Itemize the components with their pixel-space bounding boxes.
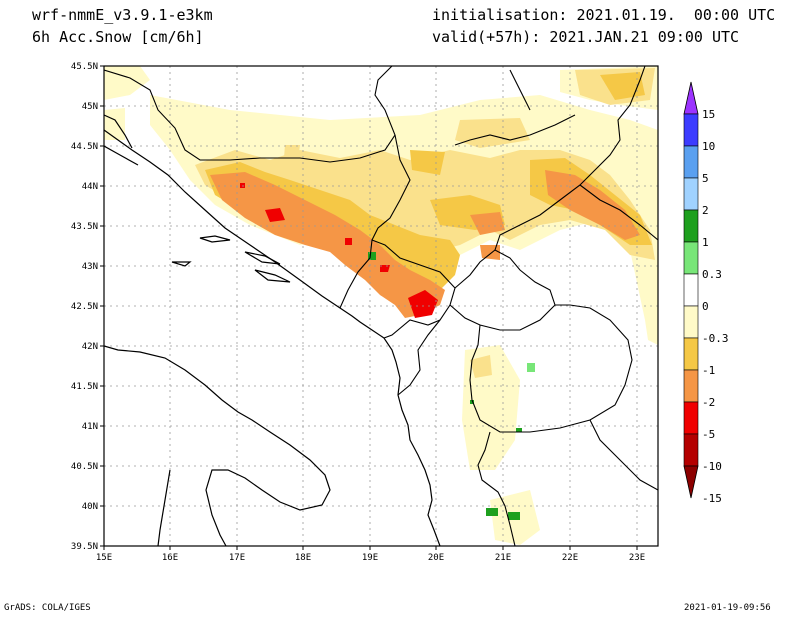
colorbar-label: 2 xyxy=(702,204,709,217)
lon-label: 20E xyxy=(428,553,444,563)
lat-label: 40.5N xyxy=(71,462,98,472)
lat-label: 39.5N xyxy=(71,542,98,552)
footer-left: GrADS: COLA/IGES xyxy=(4,603,91,613)
lat-label: 43.5N xyxy=(71,222,98,232)
lat-label: 42.5N xyxy=(71,302,98,312)
map-area xyxy=(104,66,658,546)
lon-label: 17E xyxy=(229,553,245,563)
colorbar-swatch xyxy=(683,273,699,307)
lat-labels: 45.5N 45N 44.5N 44N 43.5N 43N 42.5N 42N … xyxy=(71,62,98,552)
lat-label: 41.5N xyxy=(71,382,98,392)
field-title: 6h Acc.Snow [cm/6h] xyxy=(32,28,204,46)
snow-5cm-areas xyxy=(210,170,640,318)
lon-labels: 15E 16E 17E 18E 19E 20E 21E 22E 23E xyxy=(96,553,645,563)
colorbar-label: -0.3 xyxy=(702,332,729,345)
lat-label: 41N xyxy=(82,422,98,432)
colorbar-swatch xyxy=(683,209,699,243)
lat-label: 44.5N xyxy=(71,142,98,152)
tick-marks xyxy=(100,65,638,550)
colorbar-swatch xyxy=(683,241,699,275)
colorbar: 15 10 5 2 1 0.3 0 -0.3 -1 -2 -5 -10 -15 xyxy=(683,81,729,505)
lon-label: 21E xyxy=(495,553,511,563)
lon-label: 22E xyxy=(562,553,578,563)
colorbar-label: -15 xyxy=(702,492,722,505)
lat-label: 40N xyxy=(82,502,98,512)
colorbar-swatch xyxy=(683,113,699,147)
lat-label: 42N xyxy=(82,342,98,352)
coastlines xyxy=(104,114,441,546)
colorbar-swatch xyxy=(683,433,699,467)
model-title: wrf-nmmE_v3.9.1-e3km xyxy=(32,6,213,24)
colorbar-label: 1 xyxy=(702,236,709,249)
lat-label: 43N xyxy=(82,262,98,272)
lon-label: 19E xyxy=(362,553,378,563)
colorbar-label: -5 xyxy=(702,428,715,441)
lon-label: 15E xyxy=(96,553,112,563)
colorbar-label: 10 xyxy=(702,140,715,153)
colorbar-label: 0 xyxy=(702,300,709,313)
lat-label: 45N xyxy=(82,102,98,112)
colorbar-label: -2 xyxy=(702,396,715,409)
colorbar-swatch xyxy=(683,145,699,179)
colorbar-swatch xyxy=(683,369,699,403)
colorbar-label: -10 xyxy=(702,460,722,473)
colorbar-label: 15 xyxy=(702,108,715,121)
colorbar-swatch xyxy=(683,337,699,371)
lon-label: 16E xyxy=(162,553,178,563)
lon-label: 18E xyxy=(295,553,311,563)
valid-time: valid(+57h): 2021.JAN.21 09:00 UTC xyxy=(432,28,740,46)
colorbar-arrow-top xyxy=(683,81,699,115)
lat-label: 44N xyxy=(82,182,98,192)
colorbar-swatch xyxy=(683,401,699,435)
colorbar-swatch xyxy=(683,177,699,211)
colorbar-swatch xyxy=(683,305,699,339)
lon-label: 23E xyxy=(629,553,645,563)
colorbar-label: 5 xyxy=(702,172,709,185)
colorbar-label: -1 xyxy=(702,364,715,377)
colorbar-label: 0.3 xyxy=(702,268,722,281)
snow-heavy-areas xyxy=(240,183,438,318)
footer-right: 2021-01-19-09:56 xyxy=(684,603,771,613)
init-time: initialisation: 2021.01.19. 00:00 UTC xyxy=(432,6,776,24)
lat-label: 45.5N xyxy=(71,62,98,72)
colorbar-arrow-bottom xyxy=(683,465,699,499)
country-borders xyxy=(104,66,658,546)
